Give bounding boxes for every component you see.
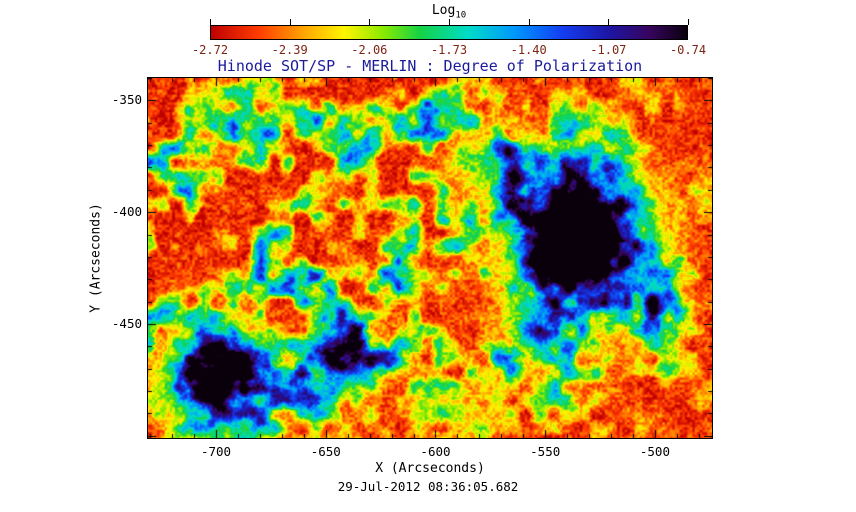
colorbar-tick-label: -1.40 [510,43,547,57]
y-axis-tick-label: -450 [111,315,142,331]
y-axis-label: Y (Arcseconds) [88,203,104,313]
colorbar-tick-mark [449,19,450,25]
colorbar-tick-mark [688,19,689,25]
chart-title: Hinode SOT/SP - MERLIN : Degree of Polar… [217,57,643,75]
colorbar-tick-mark [528,19,530,25]
x-axis-tick-label: -600 [420,444,451,459]
colorbar [210,25,688,40]
colorbar-title-text: Log [431,3,456,18]
colorbar-tick-mark [369,19,371,25]
colorbar-tick-mark [608,19,610,25]
colorbar-tick-label: -2.72 [191,43,229,57]
x-axis-tick-label: -700 [200,444,232,459]
colorbar-tick-label: -2.39 [271,43,308,57]
colorbar-tick-label: -1.07 [590,43,627,57]
colorbar-title-subscript: 10 [455,10,467,21]
colorbar-tick-mark [289,19,291,25]
y-axis-tick-label: -350 [111,92,142,108]
colorbar-title: Log10 [210,3,688,21]
colorbar-tick-label: -2.06 [351,43,388,57]
x-axis-tick-label: -650 [310,444,341,459]
x-axis-tick-label: -550 [530,444,561,459]
colorbar-tick-mark [210,19,211,25]
timestamp: 29-Jul-2012 08:36:05.682 [337,479,519,494]
y-axis-tick-label: -400 [111,204,142,220]
x-axis-tick-label: -500 [639,444,670,459]
x-axis-label: X (Arcseconds) [375,461,485,476]
plot-area [147,77,713,439]
heatmap-canvas [148,78,712,438]
colorbar-tick-label: -0.74 [669,43,707,57]
colorbar-tick-label: -1.73 [430,43,468,57]
